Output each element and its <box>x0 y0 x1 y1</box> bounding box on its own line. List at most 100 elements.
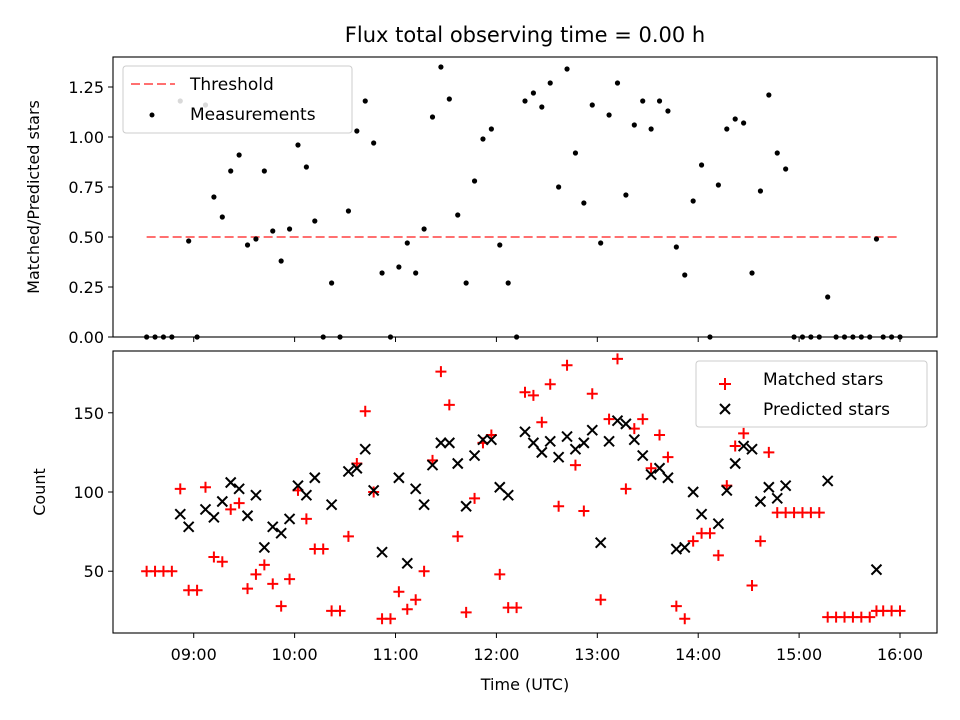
measurement-point <box>564 66 570 72</box>
counts-xtick-label: 15:00 <box>776 645 822 664</box>
predicted-star-point <box>418 498 430 511</box>
predicted-star-point <box>569 443 582 455</box>
predicted-star-point <box>611 415 624 427</box>
counts-ytick-label: 150 <box>73 404 104 423</box>
predicted-star-point <box>603 435 615 448</box>
predicted-star-point <box>468 449 481 462</box>
matched-star-point <box>393 586 405 598</box>
counts-xtick-label: 16:00 <box>877 645 923 664</box>
matched-star-point <box>191 584 203 596</box>
predicted-star-point <box>645 468 657 481</box>
ratio-ytick-label: 0.25 <box>68 278 104 297</box>
matched-star-point <box>553 500 565 512</box>
measurement-point <box>598 240 604 246</box>
measurement-point <box>724 126 730 132</box>
measurement-point <box>286 226 293 232</box>
matched-star-point <box>569 459 581 471</box>
matched-star-point <box>384 613 396 625</box>
predicted-star-point <box>393 472 405 484</box>
matched-star-point <box>536 416 548 428</box>
predicted-star-point <box>267 521 279 533</box>
predicted-star-point <box>653 462 666 474</box>
predicted-star-point <box>729 457 741 470</box>
counts-xtick-label: 11:00 <box>372 645 418 664</box>
predicted-star-point <box>695 508 708 520</box>
measurement-point <box>698 162 705 168</box>
matched-star-point <box>729 440 741 452</box>
panel-ratio-marks <box>144 64 903 340</box>
measurement-point <box>219 214 225 220</box>
predicted-star-point <box>536 446 548 459</box>
matched-star-point <box>233 497 245 509</box>
predicted-star-point <box>620 418 632 430</box>
predicted-star-point <box>519 426 531 438</box>
matched-star-point <box>410 594 422 606</box>
predicted-star-point <box>258 541 271 554</box>
measurement-point <box>640 98 646 104</box>
measurement-point <box>873 236 880 242</box>
panel-counts-ylabel: Count <box>30 468 49 516</box>
predicted-star-point <box>325 498 338 511</box>
matched-star-point <box>654 429 666 441</box>
matched-star-point <box>300 513 312 525</box>
matched-star-point <box>746 579 758 591</box>
predicted-star-point <box>485 434 498 446</box>
matched-star-point <box>342 530 354 542</box>
matched-star-point <box>435 366 447 378</box>
measurement-point <box>404 240 410 246</box>
matched-star-point <box>670 600 682 612</box>
predicted-star-point <box>233 483 245 495</box>
matched-star-point <box>561 359 573 371</box>
measurement-point <box>631 122 637 128</box>
legend-matched-swatch <box>719 378 731 390</box>
counts-ytick-label: 100 <box>73 483 104 502</box>
predicted-star-point <box>628 434 641 446</box>
matched-star-point <box>645 462 657 474</box>
counts-xtick-label: 14:00 <box>675 645 721 664</box>
predicted-star-point <box>544 435 556 448</box>
measurement-point <box>766 92 772 98</box>
predicted-star-point <box>662 472 674 484</box>
matched-star-point <box>519 386 531 398</box>
predicted-star-point <box>241 510 254 522</box>
predicted-star-point <box>821 475 834 487</box>
measurement-point <box>429 114 436 120</box>
measurement-point <box>749 270 755 276</box>
matched-star-point <box>174 483 186 495</box>
legend-threshold-label: Threshold <box>189 75 274 95</box>
predicted-star-point <box>401 557 413 569</box>
predicted-star-point <box>771 492 783 505</box>
measurement-point <box>261 168 267 174</box>
measurement-point <box>329 280 335 286</box>
measurement-point <box>589 102 595 108</box>
measurement-point <box>471 178 478 184</box>
predicted-star-point <box>687 486 699 498</box>
matched-star-point <box>511 602 523 614</box>
predicted-star-point <box>586 424 598 436</box>
predicted-star-point <box>594 536 607 549</box>
matched-star-point <box>166 565 178 577</box>
matched-star-point <box>267 578 279 590</box>
matched-star-point <box>208 551 220 563</box>
legend-predicted-swatch <box>719 403 731 415</box>
measurement-point <box>741 120 747 126</box>
measurement-point <box>539 104 545 110</box>
matched-star-point <box>595 594 607 606</box>
measurement-point <box>278 258 284 264</box>
matched-star-point <box>586 388 598 400</box>
matched-star-point <box>637 413 649 425</box>
ratio-ytick-label: 0.50 <box>68 228 104 247</box>
predicted-star-point <box>174 508 186 520</box>
measurement-point <box>774 150 780 156</box>
matched-star-point <box>359 405 371 417</box>
counts-xtick-label: 10:00 <box>272 645 318 664</box>
predicted-star-point <box>359 443 371 455</box>
predicted-star-point <box>502 489 514 501</box>
legend-measurements-swatch <box>149 112 155 118</box>
matched-star-point <box>250 568 262 580</box>
predicted-star-point <box>746 443 758 455</box>
ratio-ytick-label: 1.25 <box>68 78 104 97</box>
predicted-star-point <box>578 437 590 449</box>
measurement-point <box>547 80 553 86</box>
